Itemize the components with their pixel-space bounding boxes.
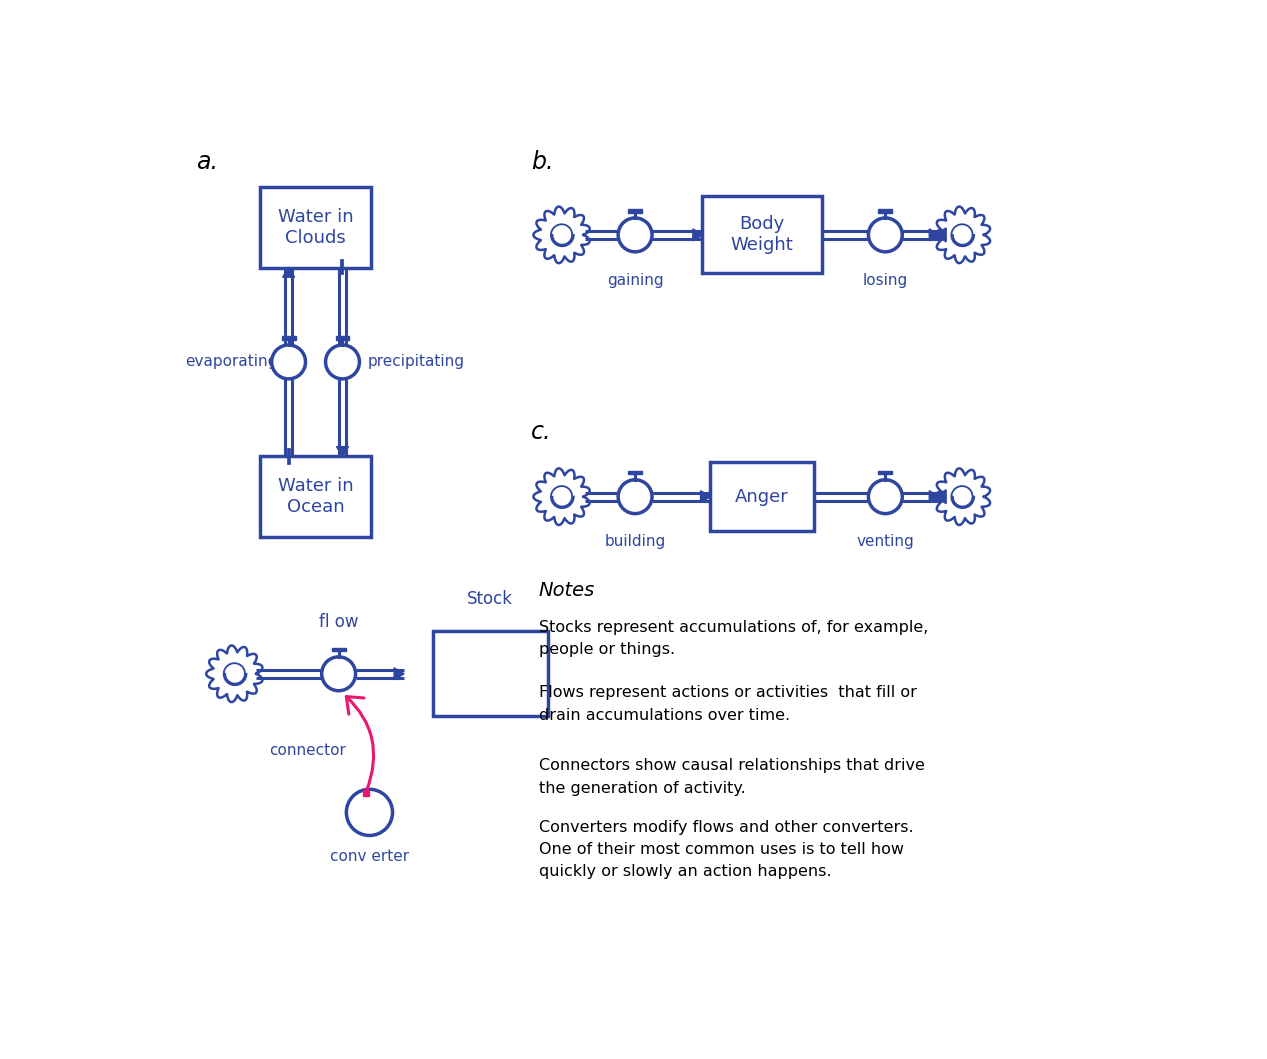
Bar bbox=[711, 462, 815, 532]
Text: b.: b. bbox=[531, 150, 554, 174]
Bar bbox=[432, 631, 549, 716]
Text: venting: venting bbox=[856, 534, 915, 549]
Text: Stock: Stock bbox=[468, 590, 513, 608]
Circle shape bbox=[322, 657, 356, 690]
Bar bbox=[332, 648, 346, 651]
Text: Connectors show causal relationships that drive
the generation of activity.: Connectors show causal relationships tha… bbox=[538, 758, 925, 795]
Polygon shape bbox=[207, 646, 262, 702]
Polygon shape bbox=[283, 267, 295, 277]
Bar bbox=[260, 456, 371, 537]
Text: Stocks represent accumulations of, for example,
people or things.: Stocks represent accumulations of, for e… bbox=[538, 620, 929, 657]
Polygon shape bbox=[934, 489, 946, 504]
Text: Flows represent actions or activities  that fill or
drain accumulations over tim: Flows represent actions or activities th… bbox=[538, 685, 917, 722]
Circle shape bbox=[618, 218, 653, 252]
Text: building: building bbox=[604, 534, 665, 549]
Polygon shape bbox=[929, 490, 939, 503]
Circle shape bbox=[326, 345, 360, 379]
Bar bbox=[260, 186, 371, 268]
Circle shape bbox=[618, 480, 653, 514]
Text: conv erter: conv erter bbox=[329, 849, 409, 864]
Text: gaining: gaining bbox=[607, 273, 664, 288]
Polygon shape bbox=[533, 468, 589, 525]
Text: a.: a. bbox=[196, 150, 218, 174]
Bar bbox=[336, 336, 350, 340]
Text: Body
Weight: Body Weight bbox=[731, 215, 793, 254]
Polygon shape bbox=[929, 229, 939, 240]
Text: Notes: Notes bbox=[538, 581, 595, 600]
Text: c.: c. bbox=[531, 419, 551, 444]
Polygon shape bbox=[934, 207, 990, 264]
Bar bbox=[878, 470, 892, 474]
Bar bbox=[281, 336, 295, 340]
Circle shape bbox=[868, 480, 902, 514]
Circle shape bbox=[868, 218, 902, 252]
Bar bbox=[628, 209, 642, 213]
Polygon shape bbox=[337, 447, 348, 456]
Bar bbox=[702, 196, 822, 273]
Circle shape bbox=[346, 789, 393, 836]
Polygon shape bbox=[934, 228, 946, 241]
Polygon shape bbox=[701, 490, 711, 503]
Polygon shape bbox=[693, 229, 703, 240]
Polygon shape bbox=[533, 207, 589, 264]
Text: connector: connector bbox=[270, 743, 346, 758]
Circle shape bbox=[271, 345, 305, 379]
Polygon shape bbox=[934, 468, 990, 525]
Text: Water in
Ocean: Water in Ocean bbox=[277, 478, 353, 516]
Text: losing: losing bbox=[863, 273, 908, 288]
Text: precipitating: precipitating bbox=[367, 355, 464, 370]
Text: fl ow: fl ow bbox=[319, 613, 359, 631]
Bar bbox=[628, 470, 642, 474]
Polygon shape bbox=[394, 668, 404, 680]
Text: evaporating: evaporating bbox=[185, 355, 277, 370]
Text: Water in
Clouds: Water in Clouds bbox=[277, 208, 353, 247]
Text: Anger: Anger bbox=[735, 488, 789, 506]
Text: Converters modify flows and other converters.
One of their most common uses is t: Converters modify flows and other conver… bbox=[538, 820, 914, 879]
FancyArrowPatch shape bbox=[346, 697, 374, 791]
Bar bbox=[878, 209, 892, 213]
